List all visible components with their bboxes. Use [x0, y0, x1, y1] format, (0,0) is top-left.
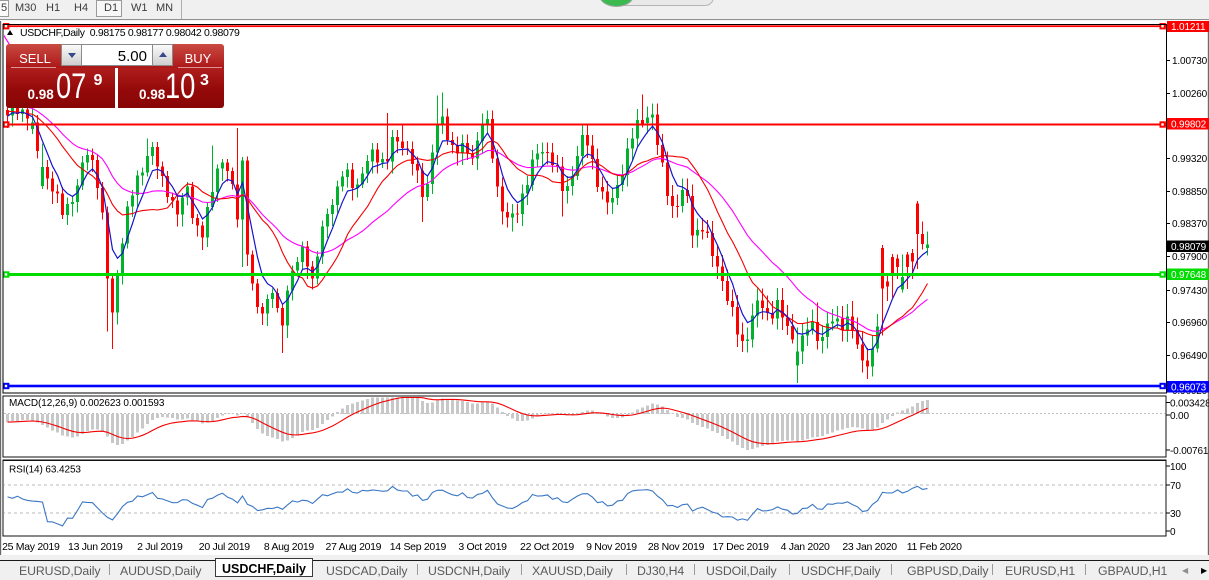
- svg-text:-0.007615: -0.007615: [1170, 446, 1209, 457]
- svg-text:0.99320: 0.99320: [1172, 154, 1208, 165]
- svg-text:1.01211: 1.01211: [1171, 22, 1206, 33]
- svg-text:0.96490: 0.96490: [1172, 351, 1208, 362]
- svg-text:0.00: 0.00: [1170, 411, 1189, 422]
- svg-text:14 Sep 2019: 14 Sep 2019: [390, 541, 447, 553]
- svg-text:22 Oct 2019: 22 Oct 2019: [520, 541, 574, 553]
- svg-text:11 Feb 2020: 11 Feb 2020: [907, 541, 962, 553]
- svg-text:0.98370: 0.98370: [1172, 219, 1208, 230]
- svg-text:0.96960: 0.96960: [1172, 318, 1208, 329]
- svg-text:0.97900: 0.97900: [1172, 252, 1208, 263]
- svg-text:20 Jul 2019: 20 Jul 2019: [199, 541, 250, 553]
- svg-text:25 May 2019: 25 May 2019: [2, 541, 60, 553]
- svg-text:0.003428: 0.003428: [1170, 399, 1209, 410]
- svg-text:0.96073: 0.96073: [1171, 383, 1207, 394]
- svg-text:0.98850: 0.98850: [1172, 187, 1208, 198]
- svg-text:100: 100: [1170, 462, 1187, 473]
- svg-text:28 Nov 2019: 28 Nov 2019: [648, 541, 705, 553]
- svg-text:70: 70: [1170, 481, 1181, 492]
- svg-text:9 Nov 2019: 9 Nov 2019: [586, 541, 637, 553]
- svg-text:0.99802: 0.99802: [1171, 120, 1207, 131]
- svg-text:1.00260: 1.00260: [1172, 89, 1208, 100]
- svg-text:0: 0: [1170, 527, 1176, 538]
- svg-text:30: 30: [1170, 509, 1181, 520]
- svg-text:0.98079: 0.98079: [1171, 242, 1207, 253]
- svg-text:MACD(12,26,9) 0.002623 0.00159: MACD(12,26,9) 0.002623 0.001593: [9, 398, 165, 409]
- svg-text:23 Jan 2020: 23 Jan 2020: [842, 541, 897, 553]
- svg-text:13 Jun 2019: 13 Jun 2019: [68, 541, 123, 553]
- svg-text:4 Jan 2020: 4 Jan 2020: [781, 541, 830, 553]
- svg-text:3 Oct 2019: 3 Oct 2019: [458, 541, 507, 553]
- svg-text:0.97430: 0.97430: [1172, 286, 1208, 297]
- svg-text:8 Aug 2019: 8 Aug 2019: [264, 541, 315, 553]
- svg-text:2 Jul 2019: 2 Jul 2019: [137, 541, 183, 553]
- svg-text:RSI(14) 63.4253: RSI(14) 63.4253: [9, 465, 81, 476]
- svg-text:17 Dec 2019: 17 Dec 2019: [712, 541, 769, 553]
- svg-text:0.97648: 0.97648: [1171, 270, 1207, 281]
- svg-text:1.00730: 1.00730: [1172, 56, 1208, 67]
- svg-text:27 Aug 2019: 27 Aug 2019: [326, 541, 382, 553]
